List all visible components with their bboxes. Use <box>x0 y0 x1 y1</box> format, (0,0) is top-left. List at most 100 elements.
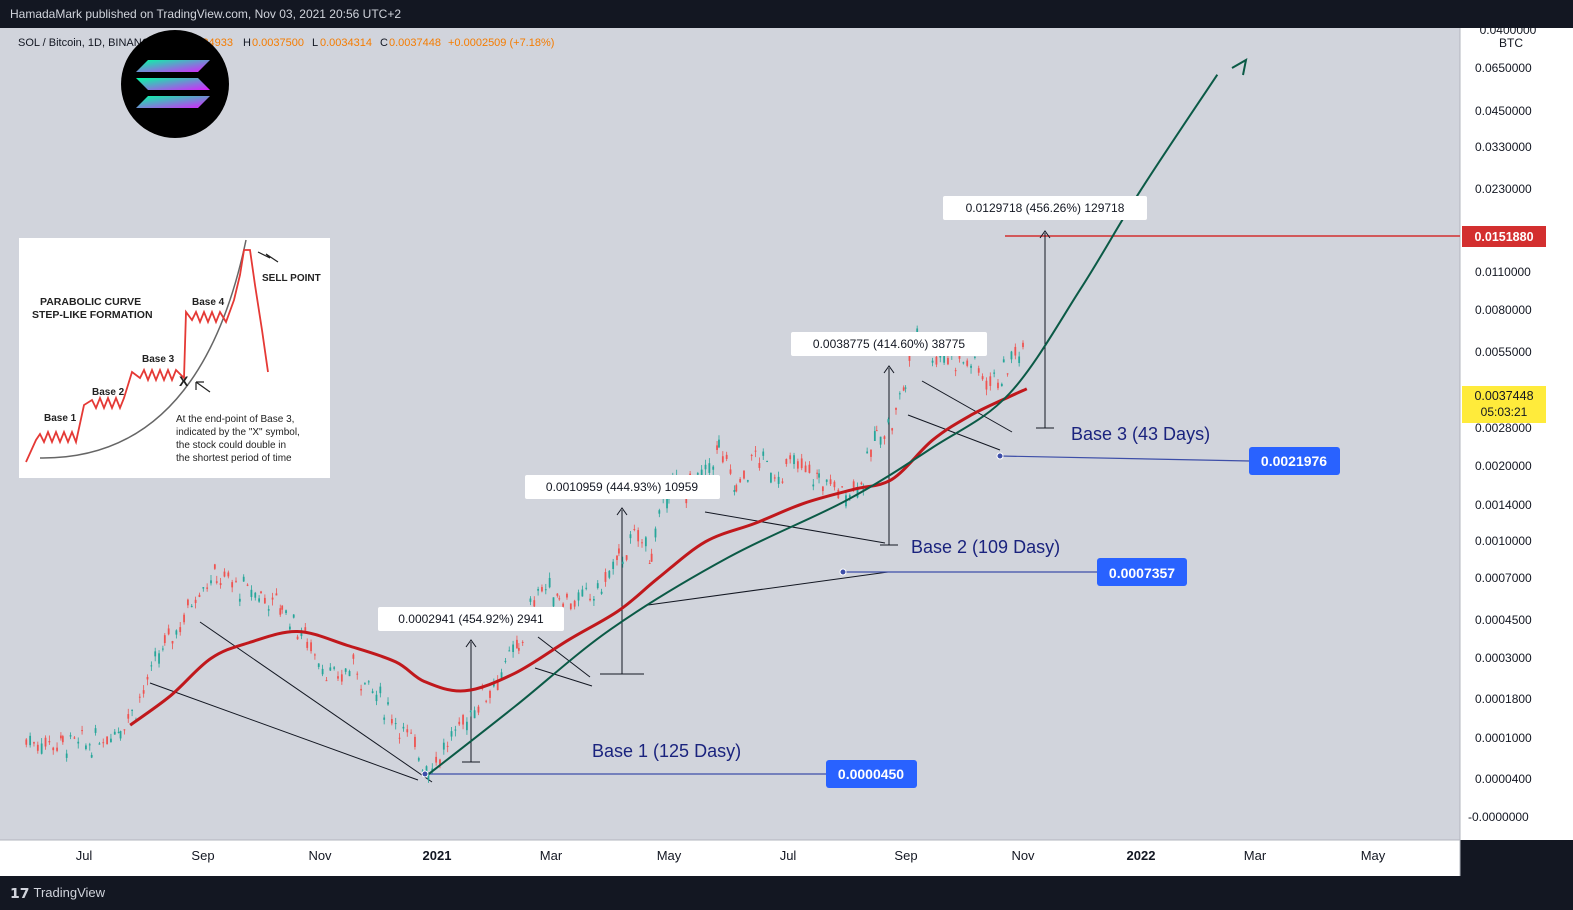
x-tick: 2022 <box>1127 848 1156 863</box>
candle-body <box>589 598 591 601</box>
candle-body <box>596 583 599 589</box>
candle-body <box>1002 359 1005 363</box>
candle-body <box>793 455 795 465</box>
candle-body <box>977 368 980 373</box>
y-tick-partial: 0.0400000 <box>1480 28 1537 37</box>
candle-body <box>641 542 643 544</box>
base3-price-box[interactable]: 0.0021976 <box>1249 447 1340 475</box>
candle-body <box>52 747 55 751</box>
candle-body <box>60 735 62 739</box>
base1-price-box[interactable]: 0.0000450 <box>826 760 917 788</box>
base3-anchor <box>996 452 1004 460</box>
candle-body <box>154 651 157 657</box>
inset-x-marker: X <box>179 373 189 389</box>
candle-body <box>33 742 35 744</box>
candle-body <box>504 660 507 662</box>
candle-body <box>450 731 453 737</box>
measurement-label-1[interactable]: 0.0002941 (454.92%) 2941 <box>378 607 564 631</box>
candle-body <box>887 419 890 423</box>
candle-body <box>743 470 745 479</box>
candle-body <box>364 683 366 685</box>
candle-body <box>1006 373 1009 375</box>
footer-bar: 𝟭𝟳 TradingView <box>0 876 1573 910</box>
candle-body <box>227 572 230 577</box>
candle-body <box>904 387 907 389</box>
base3-price: 0.0021976 <box>1261 453 1327 469</box>
candle-body <box>704 464 707 470</box>
candle-body <box>962 362 965 364</box>
y-unit: BTC <box>1499 36 1523 50</box>
candle-body <box>367 681 370 683</box>
candle-body <box>161 648 164 650</box>
candle-body <box>739 479 742 483</box>
candle-body <box>254 592 257 598</box>
y-tick: 0.0007000 <box>1475 571 1532 585</box>
y-tick: 0.0010000 <box>1475 534 1532 548</box>
publish-bar: HamadaMark published on TradingView.com,… <box>0 0 1573 28</box>
candle-body <box>573 600 576 607</box>
candle-body <box>585 587 588 589</box>
candle-body <box>718 439 720 448</box>
x-tick: May <box>657 848 682 863</box>
base1-label: Base 1 (125 Dasy) <box>592 741 741 761</box>
measurement-text-4: 0.0129718 (456.26%) 129718 <box>966 201 1125 215</box>
candle-body <box>275 593 278 596</box>
last-price-tag[interactable]: 0.0037448 05:03:21 <box>1462 386 1546 423</box>
candle-body <box>158 653 160 664</box>
measurement-label-4[interactable]: 0.0129718 (456.26%) 129718 <box>943 196 1147 220</box>
candle-body <box>1000 383 1003 387</box>
candle-body <box>379 686 382 694</box>
candle-body <box>102 742 105 744</box>
candle-body <box>194 599 197 604</box>
tradingview-logo[interactable]: 𝟭𝟳 TradingView <box>10 879 105 907</box>
candle-body <box>337 676 339 679</box>
base1-anchor <box>421 770 429 778</box>
candle-body <box>263 597 266 604</box>
candle-body <box>500 672 503 678</box>
candle-body <box>879 436 882 445</box>
candle-body <box>708 463 711 473</box>
measurement-label-2[interactable]: 0.0010959 (444.93%) 10959 <box>525 475 720 499</box>
candle-body <box>223 571 226 577</box>
candle-body <box>146 676 149 680</box>
tradingview-logo-icon: 𝟭𝟳 <box>10 885 30 901</box>
y-tick: 0.0450000 <box>1475 104 1532 118</box>
publish-line: HamadaMark published on TradingView.com,… <box>10 7 402 21</box>
x-tick: Jul <box>76 848 93 863</box>
candle-body <box>852 481 855 488</box>
base2-price-box[interactable]: 0.0007357 <box>1097 558 1187 586</box>
base1-price: 0.0000450 <box>838 766 904 782</box>
resistance-price-tag[interactable]: 0.0151880 <box>1462 226 1546 247</box>
candle-body <box>916 328 919 333</box>
resistance-price: 0.0151880 <box>1474 230 1533 244</box>
candle-body <box>150 665 153 667</box>
measurement-label-3[interactable]: 0.0038775 (414.60%) 38775 <box>791 332 987 356</box>
candle-body <box>508 650 511 652</box>
candle-body <box>866 451 869 454</box>
candle-body <box>993 372 996 374</box>
candle-body <box>558 598 561 600</box>
candle-body <box>65 753 68 758</box>
candle-body <box>231 582 234 588</box>
chart-area[interactable]: SOL / Bitcoin, 1D, BINANCE O 0.0034933 H… <box>0 28 1573 876</box>
candle-body <box>566 593 568 598</box>
parabolic-curve-line <box>427 74 1219 776</box>
candle-body <box>625 555 628 560</box>
inset-title-1: PARABOLIC CURVE <box>40 296 141 308</box>
inset-note-4: the shortest period of time <box>176 453 292 464</box>
candle-body <box>113 731 116 735</box>
candle-body <box>288 626 291 630</box>
candle-body <box>785 459 788 464</box>
candle-body <box>773 477 776 479</box>
time-axis[interactable] <box>0 840 1460 876</box>
candle-body <box>466 721 468 731</box>
candle-body <box>935 356 938 365</box>
candle-body <box>754 450 757 452</box>
y-tick: 0.0000400 <box>1475 772 1532 786</box>
candle-body <box>210 580 212 584</box>
candle-body <box>258 598 261 602</box>
measurement-text-2: 0.0010959 (444.93%) 10959 <box>546 480 698 494</box>
candle-body <box>696 473 699 475</box>
price-axis[interactable] <box>1460 28 1573 840</box>
